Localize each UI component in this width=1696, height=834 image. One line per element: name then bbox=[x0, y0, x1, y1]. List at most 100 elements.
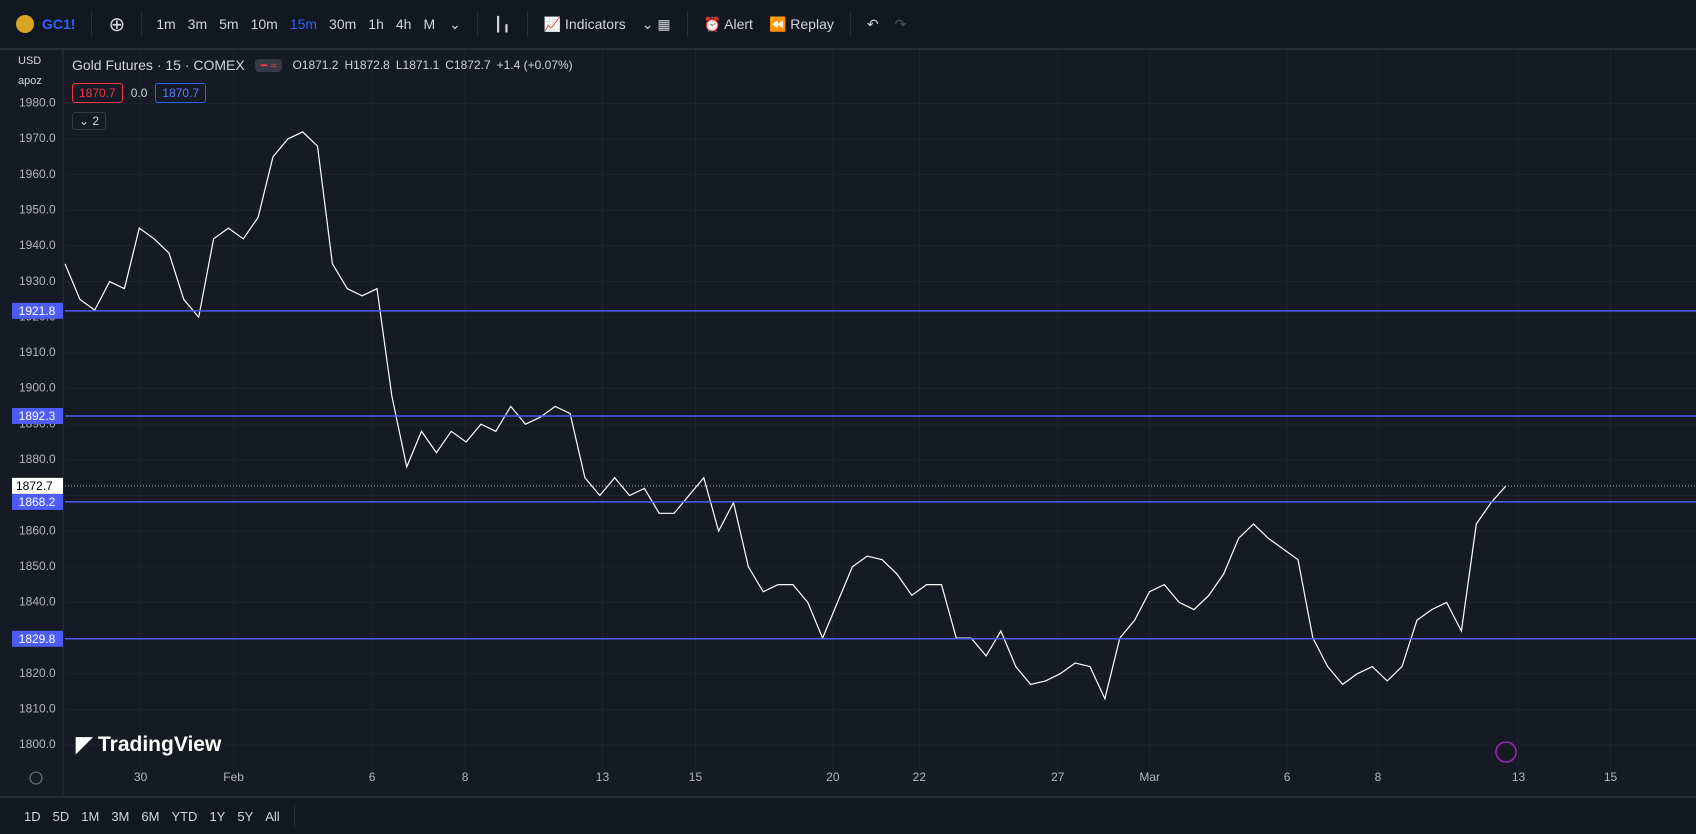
symbol[interactable]: GC1! bbox=[42, 16, 76, 32]
bid[interactable]: 1870.7 bbox=[72, 83, 123, 103]
redo[interactable]: ↷ bbox=[894, 15, 907, 32]
x-tick-label: 15 bbox=[1604, 770, 1618, 784]
scale-mode[interactable]: apoz bbox=[18, 75, 42, 87]
high: H1872.8 bbox=[344, 58, 390, 72]
templates[interactable]: ⌄ ▦ bbox=[641, 15, 671, 32]
y-tick-label: 1900.0 bbox=[19, 381, 56, 395]
interval[interactable]: 1h bbox=[368, 16, 384, 32]
y-tick-label: 1950.0 bbox=[19, 202, 56, 216]
alert-button[interactable]: ⏰ Alert bbox=[703, 15, 753, 32]
range-button[interactable]: 6M bbox=[141, 808, 160, 824]
collapse-count: 2 bbox=[92, 114, 100, 128]
y-tick-label: 1810.0 bbox=[19, 702, 56, 716]
change: +1.4 (+0.07%) bbox=[496, 58, 573, 72]
x-tick-label: 6 bbox=[1284, 770, 1291, 784]
y-tick-label: 1860.0 bbox=[19, 523, 56, 537]
last-price-bg bbox=[12, 477, 63, 494]
y-tick-label: 1980.0 bbox=[19, 96, 56, 110]
range-button[interactable]: YTD bbox=[171, 808, 198, 824]
spread: 0.0 bbox=[130, 86, 148, 100]
level-label: 1829.8 bbox=[19, 632, 56, 646]
y-tick-label: 1930.0 bbox=[19, 274, 56, 288]
replay-button[interactable]: ⏪ Replay bbox=[768, 15, 834, 32]
range-button[interactable]: 3M bbox=[111, 808, 130, 824]
separator bbox=[91, 11, 93, 37]
interval[interactable]: 3m bbox=[187, 16, 208, 32]
intervals: 1m 3m 5m 10m 15m 30m 1h 4h M bbox=[150, 16, 441, 32]
chart: 30 Feb 6 8 13 15 20 22 27 Mar 6 8 13 15 1800.0 1810.0 18… bbox=[0, 50, 1696, 796]
close: C1872.7 bbox=[445, 58, 491, 72]
quote: 1870.7 0.0 1870.7 bbox=[72, 83, 207, 103]
ask[interactable]: 1870.7 bbox=[155, 83, 207, 103]
symbol-icon bbox=[16, 15, 34, 33]
interval[interactable]: 30m bbox=[329, 16, 357, 32]
x-tick-label: Mar bbox=[1139, 770, 1160, 784]
interval[interactable]: 5m bbox=[219, 16, 239, 32]
x-tick-label: 30 bbox=[134, 770, 148, 784]
range-button[interactable]: 5Y bbox=[237, 808, 254, 824]
interval[interactable]: M bbox=[423, 16, 436, 32]
y-tick-label: 1910.0 bbox=[19, 345, 56, 359]
x-tick-label: 27 bbox=[1051, 770, 1065, 784]
y-tick-label: 1880.0 bbox=[19, 452, 56, 466]
compare-button[interactable]: ⊕ bbox=[108, 13, 126, 36]
y-tick-label: 1840.0 bbox=[19, 595, 56, 609]
x-tick-label: 15 bbox=[689, 770, 703, 784]
toolbar: GC1! ⊕ 1m 3m 5m 10m 15m 30m 1h 4h M ⌄ ┃╻ 📈 Indic… bbox=[0, 0, 1696, 50]
range-button[interactable]: 1Y bbox=[209, 808, 226, 824]
interval[interactable]: 10m bbox=[250, 16, 278, 32]
price-line bbox=[64, 131, 1507, 701]
status: ━ ≈ bbox=[254, 58, 283, 72]
y-tick-label: 1970.0 bbox=[19, 131, 56, 145]
level-label: 1868.2 bbox=[19, 495, 56, 509]
x-tick-label: 20 bbox=[826, 770, 840, 784]
x-tick-label: 13 bbox=[1512, 770, 1526, 784]
interval[interactable]: 4h bbox=[395, 16, 412, 32]
legend: Gold Futures · 15 · COMEX ━ ≈ O1871.2 H1… bbox=[72, 57, 573, 73]
interval[interactable]: 1m bbox=[156, 16, 176, 32]
undo[interactable]: ↶ bbox=[866, 15, 879, 32]
currency[interactable]: USD bbox=[18, 55, 42, 67]
watermark: ◤ TradingView bbox=[76, 733, 222, 756]
indicators-label: Indicators bbox=[565, 15, 626, 32]
y-tick-label: 1960.0 bbox=[19, 167, 56, 181]
level-label-bg bbox=[12, 630, 63, 647]
range-button[interactable]: 1M bbox=[81, 808, 100, 824]
interval-menu[interactable]: ⌄ bbox=[449, 15, 461, 32]
range-button[interactable]: 5D bbox=[52, 808, 70, 824]
settings-icon bbox=[29, 771, 43, 785]
range-bar: 1D 5D 1M 3M 6M YTD 1Y 5Y All bbox=[0, 796, 1696, 834]
open: O1871.2 bbox=[292, 58, 339, 72]
level-label-bg bbox=[12, 302, 63, 319]
y-tick-label: 1800.0 bbox=[19, 737, 56, 751]
range-button[interactable]: All bbox=[265, 808, 280, 824]
separator bbox=[849, 11, 851, 37]
x-tick-label: 22 bbox=[913, 770, 927, 784]
chart-type[interactable]: ┃╻ bbox=[493, 15, 511, 32]
collapse-button[interactable]: ⌄ 2 bbox=[72, 112, 107, 130]
y-tick-label: 1820.0 bbox=[19, 666, 56, 680]
separator bbox=[686, 11, 688, 37]
separator bbox=[526, 11, 528, 37]
symbol-title: Gold Futures · 15 · COMEX bbox=[72, 57, 245, 73]
alert-label: Alert bbox=[724, 15, 753, 32]
level-label-bg bbox=[12, 407, 63, 424]
separator bbox=[293, 805, 295, 827]
last-price-label: 1872.7 bbox=[16, 479, 53, 493]
x-tick-label: 8 bbox=[462, 770, 469, 784]
level-label-bg bbox=[12, 493, 63, 510]
replay-label: Replay bbox=[790, 15, 834, 32]
separator bbox=[141, 11, 143, 37]
range-button[interactable]: 1D bbox=[24, 808, 41, 824]
x-tick-label: 6 bbox=[369, 770, 376, 784]
low: L1871.1 bbox=[395, 58, 440, 72]
event-icon bbox=[1495, 741, 1517, 763]
separator bbox=[476, 11, 478, 37]
x-tick-label: 13 bbox=[596, 770, 610, 784]
level-label: 1892.3 bbox=[19, 409, 56, 423]
x-tick-label: Feb bbox=[223, 770, 244, 784]
indicators-button[interactable]: 📈 Indicators bbox=[543, 15, 626, 32]
level-label: 1921.8 bbox=[19, 304, 56, 318]
interval[interactable]: 15m bbox=[289, 16, 318, 32]
